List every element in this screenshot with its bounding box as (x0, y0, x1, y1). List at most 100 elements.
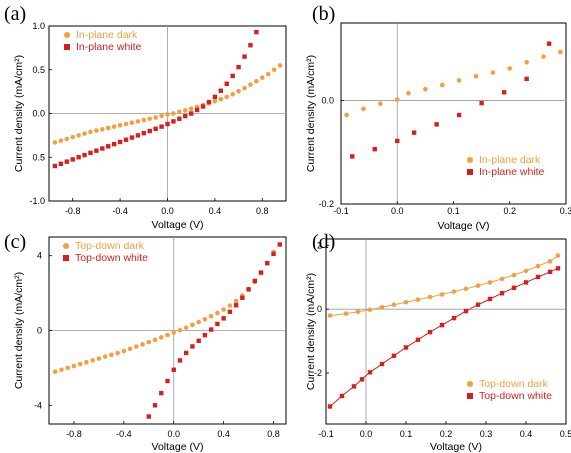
data-point (547, 269, 553, 275)
data-point (76, 133, 81, 138)
y-axis-label: Current density (mA/cm²) (305, 273, 317, 390)
data-point (171, 330, 177, 335)
data-point (524, 76, 529, 82)
data-point (115, 350, 120, 356)
data-point (487, 296, 493, 302)
data-point (159, 113, 164, 118)
y-tick-label: -4 (34, 400, 42, 410)
legend-label: Top-down dark (75, 240, 145, 252)
data-point (248, 43, 253, 48)
data-point (260, 75, 265, 80)
x-tick-label: 0.0 (360, 429, 373, 439)
x-tick-label: 0.0 (167, 429, 180, 439)
data-point (71, 363, 77, 369)
data-point (555, 253, 561, 258)
data-point (403, 345, 409, 350)
data-point (70, 134, 75, 140)
data-point (208, 313, 214, 319)
data-point (102, 354, 108, 359)
data-point (499, 276, 505, 282)
data-point (121, 348, 127, 354)
data-point (406, 91, 411, 96)
data-point (200, 104, 206, 109)
data-point (58, 138, 64, 143)
data-point (94, 128, 99, 133)
legend-label: In-plane white (76, 41, 142, 53)
legend-marker (467, 169, 473, 175)
data-point (415, 297, 421, 302)
data-point (391, 353, 397, 358)
data-point (227, 309, 233, 314)
data-point (415, 337, 421, 342)
x-tick-label: -0.4 (112, 206, 128, 216)
data-point (394, 97, 400, 102)
series-white (52, 29, 259, 169)
data-point (182, 108, 188, 113)
y-tick-label: 2 (317, 240, 322, 250)
data-point (367, 370, 373, 375)
data-point (265, 71, 271, 77)
data-point (84, 359, 89, 365)
data-point (202, 332, 208, 338)
data-point (439, 292, 445, 297)
data-point (451, 289, 457, 294)
data-point (196, 319, 201, 325)
y-tick-label: 0.0 (32, 109, 45, 119)
legend-label: In-plane dark (76, 29, 138, 41)
data-point (254, 29, 259, 35)
legend-marker (467, 381, 473, 387)
data-point (140, 342, 145, 347)
data-point (64, 159, 69, 164)
data-point (463, 286, 469, 292)
data-point (171, 111, 176, 116)
data-point (246, 287, 251, 292)
data-point (152, 337, 158, 343)
x-tick-label: -0.4 (116, 429, 132, 439)
data-point (511, 285, 517, 291)
data-point (378, 101, 383, 106)
data-point (117, 139, 123, 145)
data-point (327, 313, 333, 318)
data-point (391, 302, 397, 308)
series-white (350, 41, 552, 159)
legend-label: Top-down white (75, 252, 148, 264)
data-point (230, 91, 235, 97)
y-axis-label: Current density (mA/cm²) (13, 55, 25, 172)
data-point (165, 121, 170, 127)
data-point (395, 138, 400, 144)
data-point (248, 82, 253, 87)
data-point (123, 137, 129, 142)
y-tick-label: -2 (314, 368, 322, 378)
data-point (475, 283, 481, 288)
data-point (511, 272, 517, 278)
legend-marker (63, 243, 69, 249)
data-point (146, 414, 151, 419)
x-tick-label: 0.2 (503, 206, 516, 216)
data-point (189, 111, 194, 116)
x-axis-label: Voltage (V) (430, 441, 482, 453)
data-point (206, 99, 212, 105)
data-point (403, 299, 409, 305)
data-point (252, 278, 258, 284)
legend-label: Top-down dark (479, 378, 549, 390)
x-tick-label: 0.5 (560, 429, 571, 439)
data-point (165, 332, 170, 338)
data-point (351, 384, 357, 389)
data-point (171, 367, 176, 372)
data-point (227, 303, 233, 308)
data-point (277, 242, 282, 247)
data-point (535, 263, 541, 269)
x-tick-label: 0.8 (256, 206, 269, 216)
data-point (265, 260, 270, 266)
data-point (240, 295, 245, 300)
data-point (218, 96, 224, 102)
panel-a: -0.8 -0.4 0.0 0.4 0.8 -1.0 0.5 0.0 0.5 1.0 Voltage… (4, 3, 287, 231)
data-point (411, 130, 417, 135)
data-point (439, 82, 445, 88)
data-point (277, 63, 283, 68)
data-point (208, 327, 214, 332)
data-point (215, 310, 220, 316)
data-point (215, 321, 220, 327)
